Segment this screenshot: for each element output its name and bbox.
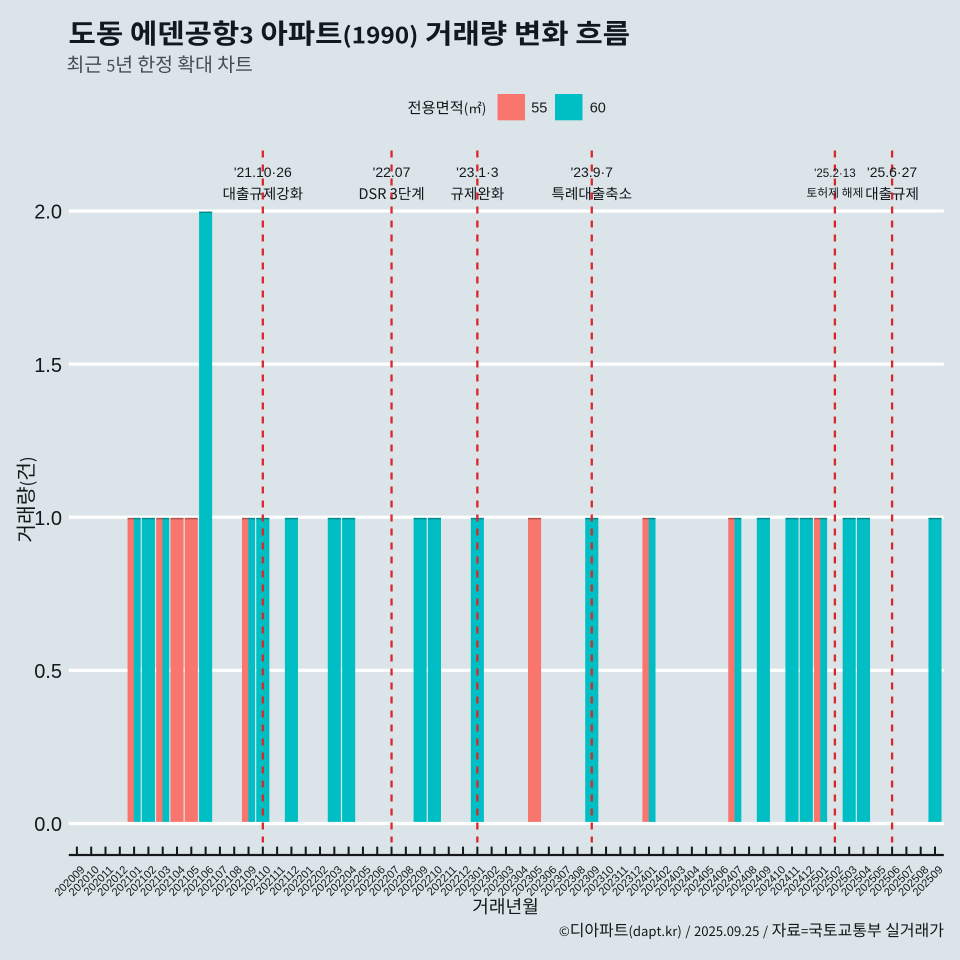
svg-text:0.0: 0.0 bbox=[34, 814, 62, 836]
svg-text:60: 60 bbox=[590, 100, 606, 116]
svg-text:1.5: 1.5 bbox=[34, 355, 62, 377]
svg-text:2.0: 2.0 bbox=[34, 202, 62, 224]
svg-text:0.5: 0.5 bbox=[34, 661, 62, 683]
svg-text:'22.07: '22.07 bbox=[373, 164, 411, 180]
svg-text:'25.2·13: '25.2·13 bbox=[814, 167, 856, 180]
svg-text:'23.1·3: '23.1·3 bbox=[456, 164, 499, 180]
svg-text:'21.10·26: '21.10·26 bbox=[234, 164, 292, 180]
svg-text:'25.6·27: '25.6·27 bbox=[867, 164, 917, 180]
svg-text:1.0: 1.0 bbox=[34, 508, 62, 530]
svg-text:'23.9·7: '23.9·7 bbox=[571, 164, 614, 180]
svg-text:55: 55 bbox=[531, 100, 547, 116]
